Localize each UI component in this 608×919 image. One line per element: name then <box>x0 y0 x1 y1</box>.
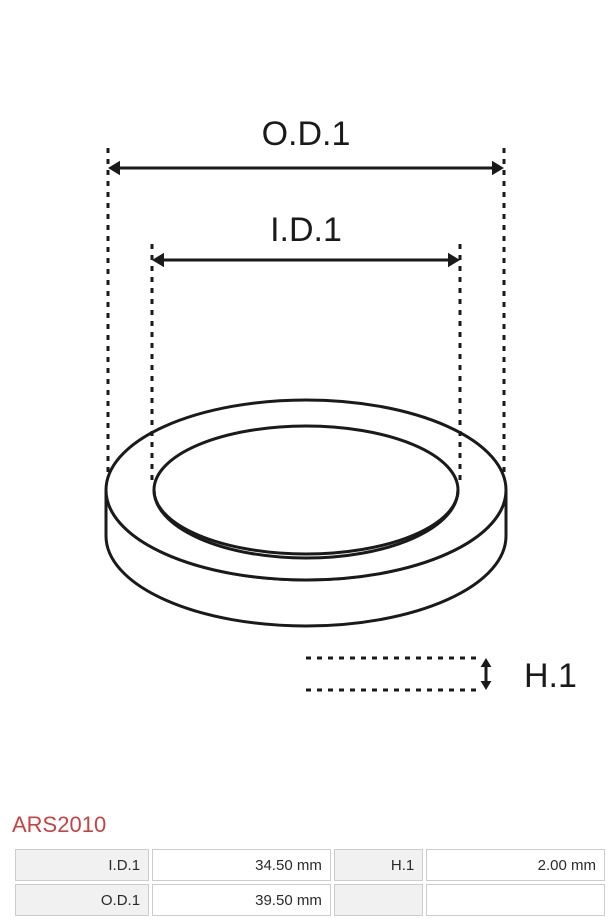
svg-text:H.1: H.1 <box>524 657 577 695</box>
spec-label <box>334 884 423 916</box>
product-code: ARS2010 <box>0 810 608 846</box>
spec-value <box>426 884 605 916</box>
spec-label: O.D.1 <box>15 884 149 916</box>
dimension-diagram: O.D.1 I.D.1 H.1 <box>0 0 608 810</box>
spec-label: H.1 <box>334 849 423 881</box>
svg-text:O.D.1: O.D.1 <box>262 115 351 153</box>
spec-value: 2.00 mm <box>426 849 605 881</box>
diagram-svg: O.D.1 I.D.1 H.1 <box>0 0 608 810</box>
spec-value: 39.50 mm <box>152 884 331 916</box>
spec-table: I.D.1 34.50 mm H.1 2.00 mm O.D.1 39.50 m… <box>12 846 608 919</box>
table-row: O.D.1 39.50 mm <box>15 884 605 916</box>
spec-value: 34.50 mm <box>152 849 331 881</box>
svg-text:I.D.1: I.D.1 <box>270 211 342 249</box>
table-row: I.D.1 34.50 mm H.1 2.00 mm <box>15 849 605 881</box>
spec-label: I.D.1 <box>15 849 149 881</box>
